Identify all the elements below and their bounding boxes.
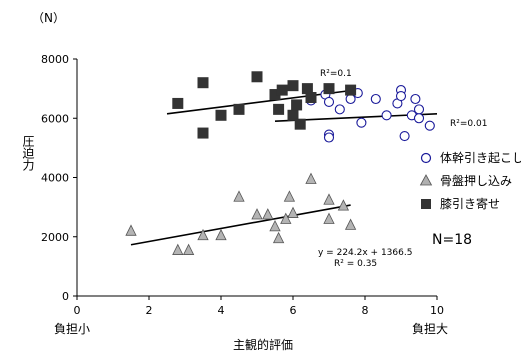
data-point-circle (410, 93, 421, 105)
y-tick-label: 8000 (41, 53, 69, 66)
x-right-label: 負担大 (412, 322, 448, 336)
equation-label-pelvis: y = 224.2x + 1366.5 (318, 248, 412, 258)
data-point-circle (399, 130, 410, 142)
data-point-triangle (283, 190, 296, 202)
data-point-circle (395, 90, 407, 102)
legend-marker-pelvis (419, 174, 433, 186)
legend-marker-trunk (420, 152, 432, 164)
legend-label-pelvis: 骨盤押し込み (440, 174, 512, 188)
data-point-triangle (337, 199, 350, 211)
data-point-triangle (125, 224, 137, 236)
data-point-square (233, 103, 245, 115)
legend-label-trunk: 体幹引き起こし (440, 150, 521, 165)
data-point-square (197, 127, 209, 139)
data-point-circle (413, 113, 425, 124)
data-point-triangle (233, 190, 245, 202)
x-tick-label: 6 (290, 304, 297, 317)
data-point-circle (323, 132, 335, 143)
x-tick-label: 0 (74, 304, 81, 317)
data-point-triangle (197, 228, 209, 241)
data-point-circle (334, 104, 345, 115)
y-tick-label: 2000 (41, 231, 69, 244)
legend-marker-knee (421, 199, 431, 209)
data-point-square (287, 109, 299, 121)
data-point-triangle (251, 208, 263, 220)
legend: 体幹引き起こし 骨盤押し込み 膝引き寄せ (419, 150, 521, 211)
data-point-triangle (287, 206, 299, 218)
data-point-circle (370, 93, 381, 105)
data-point-triangle (262, 208, 274, 220)
r2-label-trunk: R²=0.01 (450, 119, 487, 129)
y-tick-label: 6000 (41, 112, 69, 125)
y-tick-label: 4000 (41, 172, 69, 185)
data-point-square (273, 103, 285, 115)
data-point-square (291, 99, 303, 111)
data-point-triangle (323, 193, 335, 205)
data-point-square (345, 84, 357, 96)
data-point-square (197, 77, 209, 89)
sample-size-label: N=18 (432, 232, 472, 248)
legend-label-knee: 膝引き寄せ (440, 196, 500, 211)
unit-label: （N） (32, 11, 65, 25)
x-tick-label: 4 (218, 304, 225, 317)
x-axis-title: 主観的評価 (233, 337, 293, 352)
axes: 0 2000 4000 6000 8000 0 2 4 6 8 10 (41, 53, 444, 317)
r2-label-pelvis: R² = 0.35 (334, 259, 377, 269)
data-point-square (251, 71, 263, 83)
data-point-triangle (323, 212, 335, 224)
data-point-square (172, 97, 184, 109)
data-point-triangle (305, 172, 317, 184)
data-points (125, 71, 435, 255)
data-point-triangle (269, 219, 281, 232)
data-point-triangle (215, 228, 227, 241)
x-tick-label: 8 (362, 304, 369, 317)
y-tick-label: 0 (62, 290, 69, 303)
r2-label-knee: R²=0.1 (320, 69, 352, 79)
data-point-triangle (172, 243, 184, 255)
data-point-circle (356, 117, 367, 128)
data-point-triangle (272, 231, 285, 244)
data-point-triangle (344, 218, 357, 230)
data-point-square (215, 109, 227, 121)
y-axis-title: 圧迫力 (21, 135, 35, 172)
data-point-square (276, 84, 288, 96)
data-point-circle (381, 110, 392, 121)
x-left-label: 負担小 (54, 322, 90, 336)
x-tick-label: 10 (430, 304, 444, 317)
data-point-square (287, 80, 299, 92)
trend-line (130, 204, 351, 246)
data-point-circle (424, 120, 435, 131)
data-point-square (269, 89, 281, 101)
data-point-circle (413, 104, 425, 115)
x-tick-label: 2 (146, 304, 153, 317)
data-point-square (323, 83, 335, 95)
data-point-triangle (280, 212, 292, 224)
data-point-square (301, 83, 313, 95)
data-point-square (294, 118, 306, 130)
data-point-triangle (182, 243, 195, 255)
data-point-square (305, 92, 317, 104)
data-point-circle (323, 96, 335, 108)
